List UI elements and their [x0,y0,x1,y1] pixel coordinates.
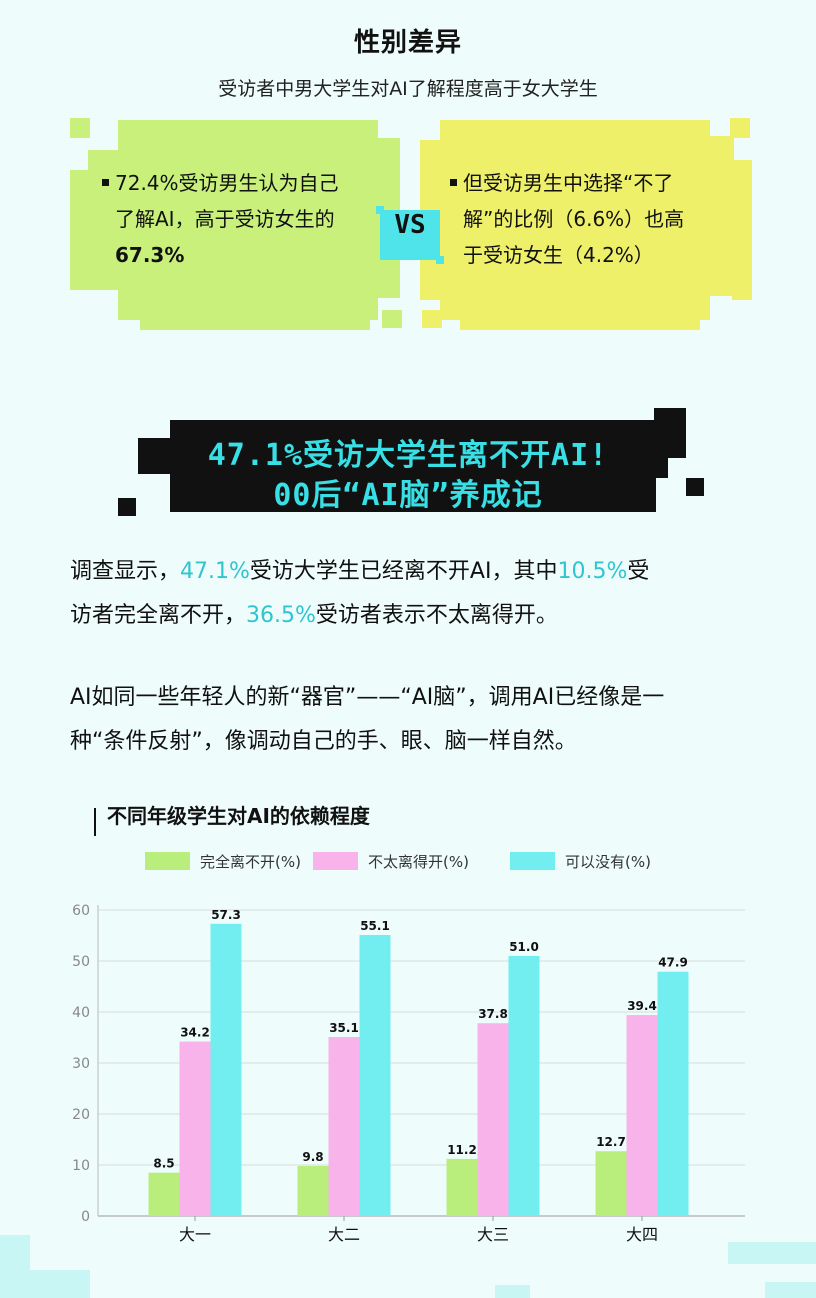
right-line-3: 于受访女生（4.2%） [463,243,654,267]
y-tick-label: 10 [72,1158,90,1174]
data-label: 57.3 [211,908,241,922]
left-bubble-shape [70,118,402,330]
data-label: 51.0 [509,940,539,954]
x-tick-label: 大三 [477,1225,509,1244]
y-tick-label: 0 [81,1209,90,1225]
bar [359,934,391,1216]
banner-line-2: 00后“AI脑”养成记 [273,478,543,513]
data-label: 47.9 [658,956,688,970]
data-label: 9.8 [302,1150,323,1164]
paragraph-2: AI如同一些年轻人的新“器官”——“AI脑”，调用AI已经像是一 种“条件反射”… [70,676,760,764]
banner-graphic [118,408,704,516]
legend-swatch [145,852,190,870]
chart-frame [94,808,96,836]
left-line-3: 67.3% [115,243,185,267]
legend-swatch [313,852,358,870]
right-line-1: 但受访男生中选择“不了 [463,171,674,195]
x-tick-label: 大一 [179,1225,211,1244]
left-comparison-text: 72.4%受访男生认为自己 了解AI，高于受访女生的 67.3% [102,165,382,273]
bar [508,955,540,1216]
paragraph-1: 调查显示，47.1%受访大学生已经离不开AI，其中10.5%受 访者完全离不开，… [70,559,650,628]
legend-label: 不太离得开(%) [368,853,469,871]
y-tick-label: 40 [72,1005,90,1021]
data-label: 39.4 [627,999,657,1013]
y-tick-label: 30 [72,1056,90,1072]
y-tick-label: 60 [72,903,90,919]
bar [148,1172,180,1216]
paragraph-2-line-1: AI如同一些年轻人的新“器官”——“AI脑”，调用AI已经像是一 [70,685,665,710]
legend-label: 可以没有(%) [565,853,651,871]
legend-swatch [510,852,555,870]
right-comparison-text: 但受访男生中选择“不了 解”的比例（6.6%）也高 于受访女生（4.2%） [450,165,730,273]
bullet-icon [102,179,109,186]
data-label: 35.1 [329,1021,359,1035]
bar [477,1023,509,1216]
bar-chart: 完全离不开(%) 不太离得开(%) 可以没有(%) 0 10 20 30 40 50 60 8.5 3… [72,852,745,1244]
y-tick-label: 20 [72,1107,90,1123]
data-label: 12.7 [596,1135,626,1149]
x-tick-label: 大四 [626,1225,658,1244]
legend-label: 完全离不开(%) [200,853,301,871]
bar [626,1015,658,1216]
vs-box [380,210,440,260]
vs-label: VS [394,210,426,240]
chart-title: 不同年级学生对AI的依赖程度 [107,804,370,828]
decorative-pixels [0,1235,816,1298]
bar [210,923,242,1216]
data-label: 34.2 [180,1026,210,1040]
data-label: 8.5 [153,1157,174,1171]
bar [657,971,689,1216]
bar [595,1151,627,1216]
left-line-1: 72.4%受访男生认为自己 [115,171,339,195]
bar [328,1036,360,1216]
paragraph-2-line-2: 种“条件反射”，像调动自己的手、眼、脑一样自然。 [70,729,577,754]
comparison-graphic [70,118,752,330]
data-label: 55.1 [360,919,390,933]
banner-line-1: 47.1%受访大学生离不开AI! [207,438,609,473]
bar [297,1166,329,1216]
page-subtitle: 受访者中男大学生对AI了解程度高于女大学生 [218,78,598,100]
left-line-2: 了解AI，高于受访女生的 [115,207,335,231]
data-label: 37.8 [478,1007,508,1021]
y-tick-label: 50 [72,954,90,970]
data-label: 11.2 [447,1143,477,1157]
x-tick-label: 大二 [328,1225,360,1244]
bar [179,1041,211,1216]
page-title: 性别差异 [353,28,462,58]
right-line-2: 解”的比例（6.6%）也高 [463,207,685,231]
bar [446,1158,478,1216]
bullet-icon [450,179,457,186]
